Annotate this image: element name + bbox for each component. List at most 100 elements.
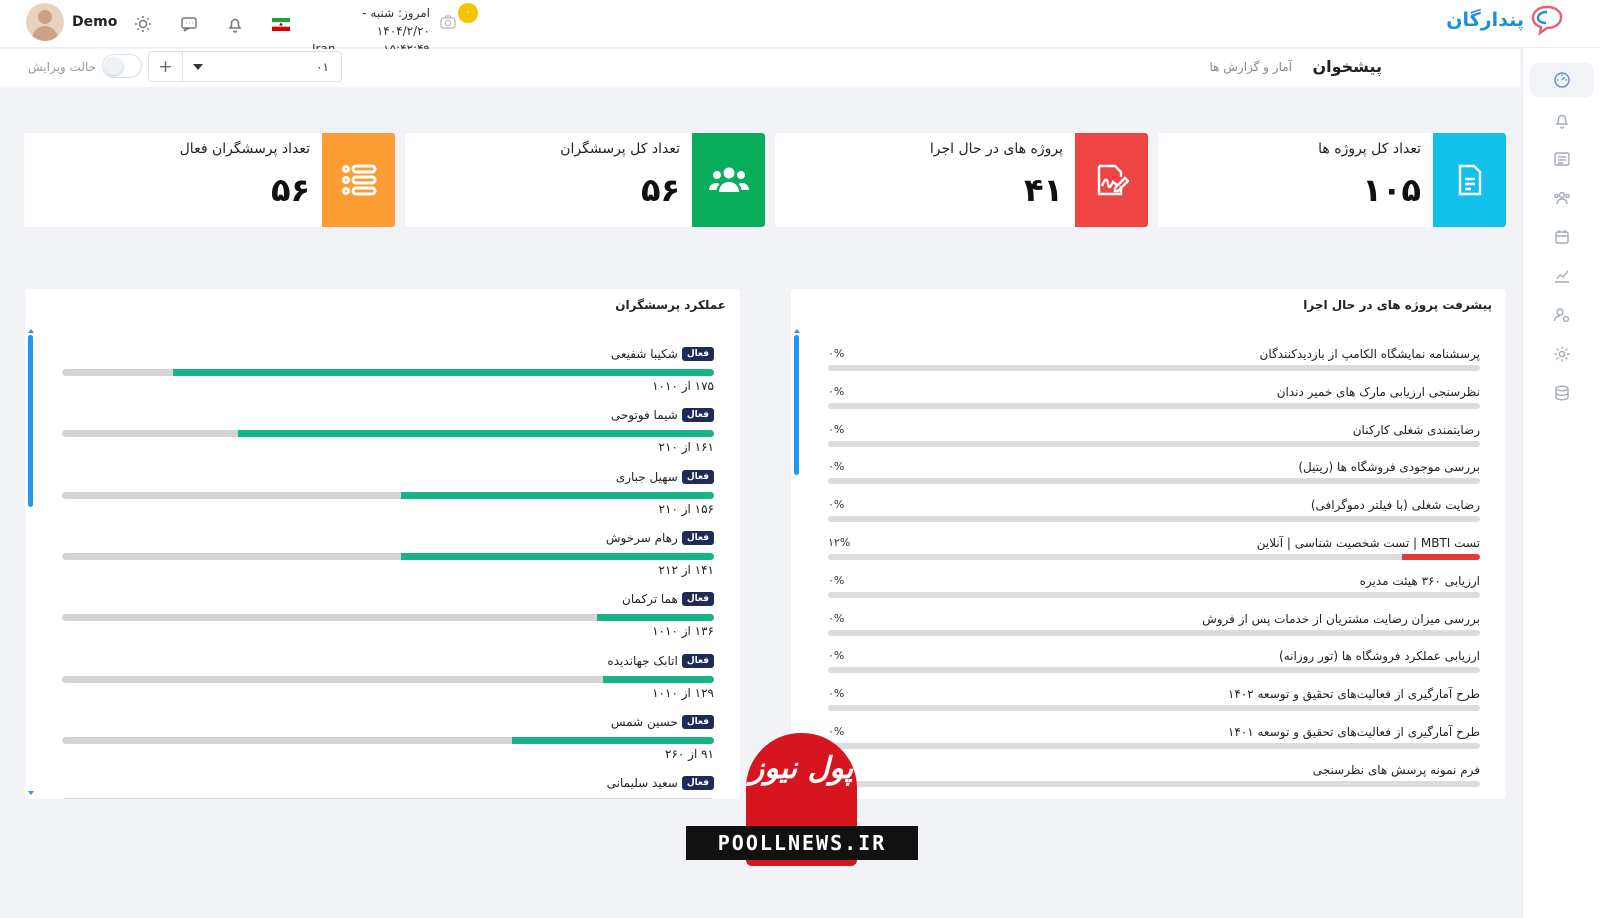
gear-icon[interactable] [1552, 344, 1572, 364]
project-percent: ۱۲% [828, 536, 851, 549]
project-progress-row[interactable]: رضایتمندی شغلی کارکنان ۰% [828, 423, 1480, 461]
project-name: بررسی موجودی فروشگاه ها (ریتیل) [1298, 460, 1480, 475]
status-badge: فعال [681, 592, 714, 607]
camera-icon[interactable] [440, 14, 456, 33]
project-progress-row[interactable]: طرح آمارگیری از فعالیت‌های تحقیق و توسعه… [828, 725, 1480, 763]
bell-icon[interactable] [1552, 110, 1572, 130]
project-percent: ۰% [828, 384, 845, 398]
project-progress-row[interactable]: ارزیابی عملکرد فروشگاه ها (تور روزانه) ۰% [828, 649, 1480, 687]
surveyor-row[interactable]: فعال رهام سرخوش ۱۴۱ از ۲۱۲ [62, 530, 714, 593]
surveyor-row[interactable]: فعال حسین شمس ۹۱ از ۲۶۰ [62, 714, 714, 777]
list-icon [322, 133, 395, 227]
project-name: ارزیابی عملکرد فروشگاه ها (تور روزانه) [1279, 649, 1480, 664]
progress-bar [828, 440, 1480, 447]
page-title: پیشخوان [1312, 57, 1382, 76]
notification-badge[interactable]: ۰ [458, 3, 478, 23]
scroll-up-arrow[interactable] [794, 329, 800, 333]
progress-bar-fill [401, 491, 714, 499]
surveyor-row[interactable]: فعال شیما فوتوحی ۱۶۱ از ۲۱۰ [62, 408, 714, 470]
surveyor-name: شیما فوتوحی [610, 408, 678, 423]
project-name: طرح آمارگیری از فعالیت‌های تحقیق و توسعه… [1227, 687, 1480, 702]
progress-bar [62, 614, 714, 622]
progress-bar [62, 430, 714, 438]
project-progress-row[interactable]: نظرسنجی ارزیابی مارک های خمیر دندان ۰% [828, 385, 1480, 423]
breadcrumb[interactable]: آمار و گزارش ها [1209, 60, 1292, 74]
watermark-logo: پول نیوز POOLLNEWS.IR [686, 733, 918, 868]
project-progress-row[interactable]: بررسی موجودی فروشگاه ها (ریتیل) ۰% [828, 460, 1480, 498]
progress-bar [828, 516, 1480, 523]
project-percent: ۰% [828, 611, 845, 625]
avatar[interactable] [26, 3, 64, 41]
stat-value: ۱۰۵ [1362, 171, 1421, 209]
progress-bar [828, 667, 1480, 674]
progress-bar [828, 743, 1480, 749]
status-badge: فعال [681, 776, 714, 791]
project-progress-row[interactable]: ارزیابی ۳۶۰ هیئت مدیره ۰% [828, 574, 1480, 612]
user-settings-icon[interactable] [1552, 305, 1572, 325]
chat-icon[interactable] [178, 13, 200, 35]
project-progress-row[interactable]: تست MBTI | تست شخصیت شناسی | آنلاین ۱۲% [828, 536, 1480, 574]
dashboard-select[interactable]: ۰۱ [183, 52, 341, 81]
chart-icon[interactable] [1552, 266, 1572, 286]
dashboard-select-value: ۰۱ [316, 59, 329, 74]
date-text: امروز: شنبه - ۱۴۰۴/۲/۲۰ [362, 6, 430, 38]
scrollbar-thumb[interactable] [28, 335, 33, 507]
project-percent: ۰% [828, 725, 845, 738]
stat-title: تعداد کل پرسشگران [560, 141, 680, 157]
surveyor-name: رهام سرخوش [605, 530, 678, 545]
calendar-icon[interactable] [1552, 227, 1572, 247]
surveyor-row[interactable]: فعال شکیبا شفیعی ۱۷۵ از ۱۰۱۰ [62, 347, 714, 409]
bell-icon[interactable] [224, 13, 246, 35]
progress-bar [62, 552, 714, 560]
progress-bar [62, 675, 714, 683]
stat-card-total-surveyors[interactable]: تعداد کل پرسشگران ۵۶ [405, 133, 765, 227]
project-name: رضایتمندی شغلی کارکنان [1352, 422, 1480, 437]
surveyor-row[interactable]: فعال سعید سلیمانی [62, 776, 714, 799]
status-badge: فعال [681, 714, 714, 729]
progress-bar [62, 736, 714, 744]
stat-card-total-projects[interactable]: تعداد کل پروژه ها ۱۰۵ [1158, 133, 1506, 227]
project-name: پرسشنامه نمایشگاه الکامپ از بازدیدکنندگا… [1259, 347, 1481, 361]
panel-title: پیشرفت پروژه های در حال اجرا [1303, 298, 1492, 312]
project-progress-row[interactable]: فرم نمونه پرسش های نظرسنجی [828, 763, 1480, 799]
document-icon [1433, 133, 1506, 227]
scrollbar-thumb[interactable] [794, 335, 799, 475]
scroll-up-arrow[interactable] [28, 329, 34, 333]
progress-bar [828, 629, 1480, 636]
surveyor-row[interactable]: فعال اتابک جهاندیده ۱۲۹ از ۱۰۱۰ [62, 653, 714, 716]
add-dashboard-button[interactable]: + [149, 52, 183, 81]
project-percent: ۰% [828, 573, 845, 587]
surveyor-name: سهیل جباری [615, 469, 678, 484]
progress-bar [828, 780, 1480, 787]
watermark-logo-text: پول نیوز [749, 751, 854, 786]
stat-value: ۴۱ [1023, 171, 1063, 209]
surveyor-name: حسین شمس [610, 714, 678, 729]
signature-icon [1075, 133, 1148, 227]
list-icon[interactable] [1552, 149, 1572, 169]
dashboard-icon[interactable] [1552, 70, 1572, 90]
stat-card-active-surveyors[interactable]: تعداد پرسشگران فعال ۵۶ [24, 133, 395, 227]
brand-name: پندارگان [1446, 9, 1524, 31]
users-icon[interactable] [1552, 188, 1572, 208]
status-badge: فعال [681, 347, 714, 361]
scroll-down-arrow[interactable] [28, 791, 34, 795]
project-progress-row[interactable]: پرسشنامه نمایشگاه الکامپ از بازدیدکنندگا… [828, 347, 1480, 385]
progress-bar [62, 798, 714, 799]
iran-flag-icon[interactable] [270, 13, 292, 35]
surveyor-row[interactable]: فعال سهیل جباری ۱۵۶ از ۲۱۰ [62, 469, 714, 532]
brand-logo[interactable]: پندارگان [1446, 4, 1564, 36]
surveyor-name: شکیبا شفیعی [610, 347, 678, 361]
project-progress-row[interactable]: بررسی میزان رضایت مشتریان از خدمات پس از… [828, 612, 1480, 650]
project-name: ارزیابی ۳۶۰ هیئت مدیره [1359, 573, 1480, 588]
user-menu[interactable]: Demo [26, 3, 117, 41]
project-progress-row[interactable]: رضایت شغلی (با فیلتر دموگرافی) ۰% [828, 498, 1480, 536]
project-progress-row[interactable]: طرح آمارگیری از فعالیت‌های تحقیق و توسعه… [828, 687, 1480, 725]
dashboard-selector[interactable]: + ۰۱ [148, 51, 342, 82]
progress-bar-fill [172, 369, 714, 376]
sun-icon[interactable] [132, 13, 154, 35]
surveyor-row[interactable]: فعال هما ترکمان ۱۳۶ از ۱۰۱۰ [62, 592, 714, 654]
stat-card-running-projects[interactable]: پروژه های در حال اجرا ۴۱ [775, 133, 1148, 227]
database-icon[interactable] [1552, 383, 1572, 403]
edit-mode-toggle[interactable] [102, 54, 142, 78]
project-name: فرم نمونه پرسش های نظرسنجی [1312, 762, 1480, 777]
